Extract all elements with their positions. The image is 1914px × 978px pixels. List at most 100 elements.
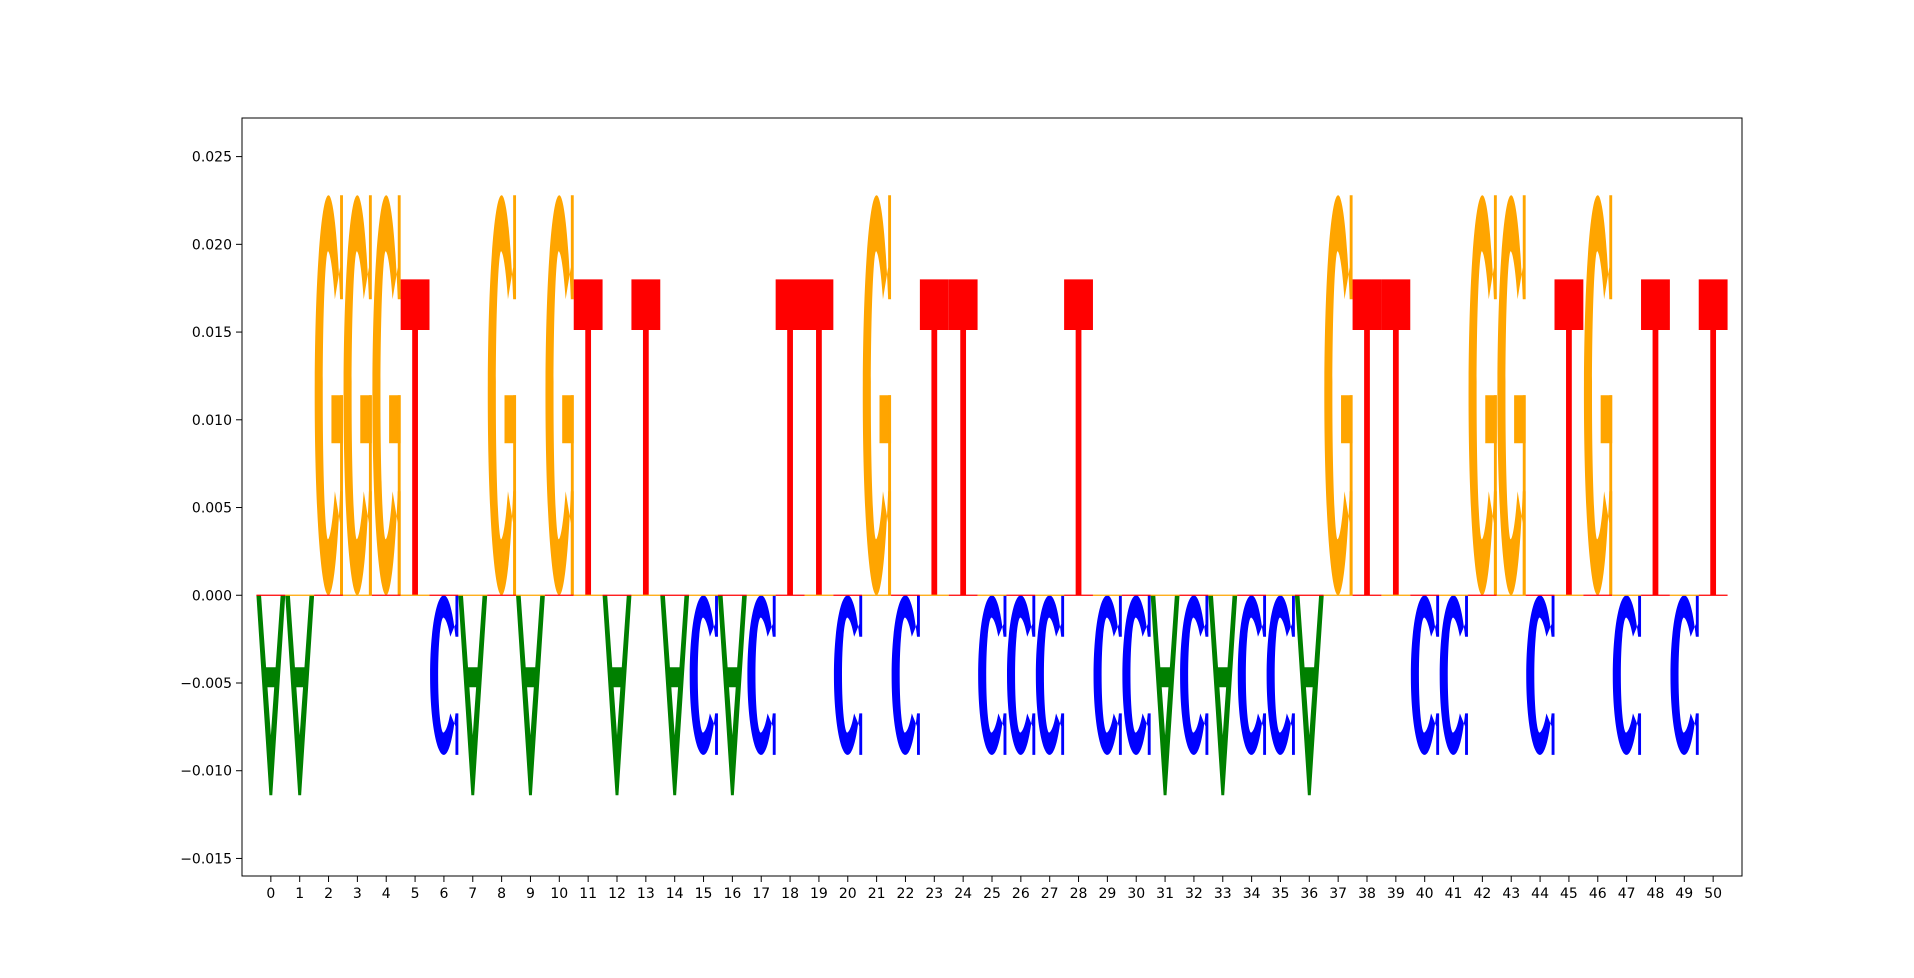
x-tick-label-42: 42 <box>1473 886 1491 902</box>
x-tick-label-40: 40 <box>1416 886 1434 902</box>
x-axis: 0 1 2 3 4 5 6 7 8 9 10 11 12 13 14 15 16 17 18 19 20 21 22 23 24… <box>266 876 1722 902</box>
x-tick-label-0: 0 <box>266 886 275 902</box>
logo-letter-38 <box>1352 279 1382 596</box>
y-tick-label-8: 0.025 <box>192 150 232 166</box>
x-tick-label-16: 16 <box>723 886 741 902</box>
x-tick-label-35: 35 <box>1272 886 1290 902</box>
x-tick-label-19: 19 <box>810 886 828 902</box>
logo-letter-0 <box>256 595 286 796</box>
logo-letter-35 <box>1266 595 1295 755</box>
x-tick-label-20: 20 <box>839 886 857 902</box>
logo-letter-16 <box>717 595 747 796</box>
x-tick-label-6: 6 <box>439 886 448 902</box>
logo-letter-40 <box>1410 595 1440 755</box>
x-tick-label-24: 24 <box>954 886 972 902</box>
x-tick-label-23: 23 <box>925 886 943 902</box>
logo-letter-8 <box>487 195 517 596</box>
x-tick-label-17: 17 <box>752 886 770 902</box>
y-tick-label-7: 0.020 <box>192 237 232 253</box>
logo-letter-4 <box>372 195 401 596</box>
logo-letter-50 <box>1698 279 1728 596</box>
x-tick-label-5: 5 <box>411 886 420 902</box>
x-tick-label-36: 36 <box>1300 886 1318 902</box>
y-tick-label-1: −0.010 <box>180 764 232 780</box>
logo-letter-48 <box>1641 279 1670 596</box>
logo-letter-11 <box>573 279 603 596</box>
logo-letter-25 <box>978 595 1007 755</box>
logo-letter-32 <box>1180 595 1209 755</box>
logo-letter-14 <box>660 595 690 796</box>
x-tick-label-41: 41 <box>1445 886 1463 902</box>
x-tick-label-10: 10 <box>550 886 568 902</box>
logo-letter-15 <box>689 595 718 755</box>
logo-letter-36 <box>1294 595 1324 796</box>
logo-letter-23 <box>919 279 949 596</box>
logo-letter-47 <box>1612 595 1642 755</box>
x-tick-label-22: 22 <box>897 886 915 902</box>
logo-letter-2 <box>314 195 343 596</box>
y-tick-label-2: −0.005 <box>180 676 232 692</box>
y-axis: −0.015 −0.010 −0.005 0.000 0.005 0.010 0.015 0.… <box>180 150 242 867</box>
logo-letter-41 <box>1439 595 1468 755</box>
logo-letter-6 <box>430 595 459 755</box>
x-tick-label-48: 48 <box>1647 886 1665 902</box>
logo-letter-22 <box>891 595 920 755</box>
x-tick-label-12: 12 <box>608 886 626 902</box>
x-tick-label-14: 14 <box>666 886 684 902</box>
x-tick-label-38: 38 <box>1358 886 1376 902</box>
x-tick-label-45: 45 <box>1560 886 1578 902</box>
logo-letter-19 <box>804 279 834 596</box>
logo-letter-39 <box>1381 279 1411 596</box>
x-tick-label-2: 2 <box>324 886 333 902</box>
logo-letter-33 <box>1208 595 1238 796</box>
logo-letter-10 <box>545 195 574 596</box>
logo-letter-44 <box>1526 595 1555 755</box>
x-tick-label-11: 11 <box>579 886 597 902</box>
x-tick-label-43: 43 <box>1502 886 1520 902</box>
logo-letter-31 <box>1150 595 1180 796</box>
x-tick-label-7: 7 <box>468 886 477 902</box>
x-tick-label-4: 4 <box>382 886 391 902</box>
logo-letter-21 <box>862 195 892 596</box>
x-tick-label-25: 25 <box>983 886 1001 902</box>
x-tick-label-50: 50 <box>1704 886 1722 902</box>
x-tick-label-30: 30 <box>1127 886 1145 902</box>
logo-letter-24 <box>948 279 978 596</box>
logo-letter-20 <box>833 595 863 755</box>
logo-letter-43 <box>1497 195 1526 596</box>
x-tick-label-33: 33 <box>1214 886 1232 902</box>
x-tick-label-29: 29 <box>1098 886 1116 902</box>
x-tick-label-34: 34 <box>1243 886 1261 902</box>
logo-letter-3 <box>343 195 372 596</box>
logo-letter-30 <box>1122 595 1151 755</box>
x-tick-label-44: 44 <box>1531 886 1549 902</box>
x-tick-label-49: 49 <box>1675 886 1693 902</box>
logo-letter-27 <box>1035 595 1065 755</box>
logo-letter-37 <box>1324 195 1353 596</box>
logo-letter-17 <box>747 595 776 755</box>
logo-letter-12 <box>602 595 632 796</box>
y-tick-label-0: −0.015 <box>180 851 232 867</box>
logo-letter-49 <box>1670 595 1699 755</box>
logo-letter-34 <box>1237 595 1267 755</box>
logo-letter-29 <box>1093 595 1122 755</box>
logo-letter-9 <box>516 595 545 796</box>
x-tick-label-32: 32 <box>1185 886 1203 902</box>
logo-letter-5 <box>400 279 430 596</box>
x-tick-label-39: 39 <box>1387 886 1405 902</box>
logo-letter-28 <box>1064 279 1093 596</box>
logo-letter-26 <box>1007 595 1036 755</box>
logo-letter-13 <box>631 279 661 596</box>
x-tick-label-37: 37 <box>1329 886 1347 902</box>
y-tick-label-3: 0.000 <box>192 588 232 604</box>
x-tick-label-8: 8 <box>497 886 506 902</box>
x-tick-label-26: 26 <box>1012 886 1030 902</box>
logo-letter-7 <box>458 595 488 796</box>
x-tick-label-3: 3 <box>353 886 362 902</box>
y-tick-label-5: 0.010 <box>192 413 232 429</box>
x-tick-label-21: 21 <box>868 886 886 902</box>
letters-layer <box>256 195 1728 796</box>
logo-letter-18 <box>775 279 805 596</box>
